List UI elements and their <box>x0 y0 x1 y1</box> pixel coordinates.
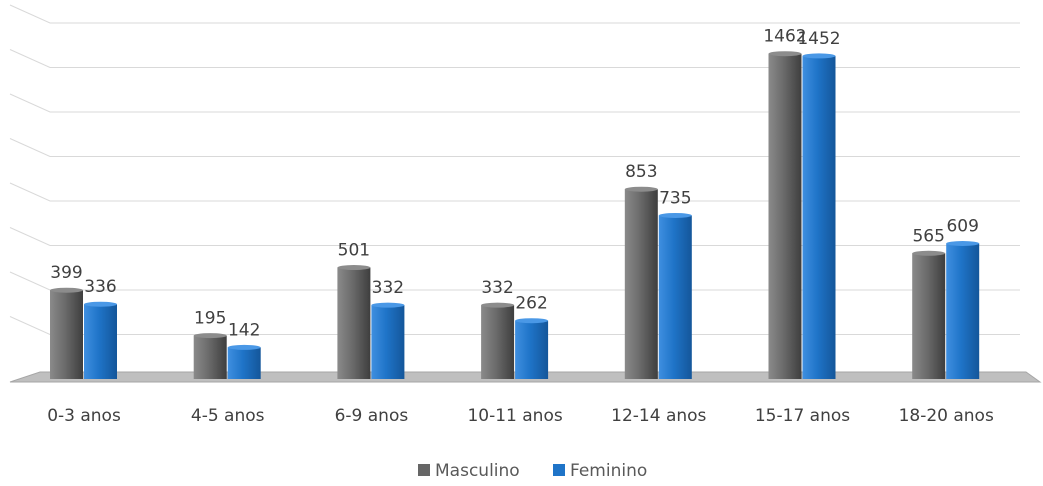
x-axis-labels: 0-3 anos 4-5 anos 6-9 anos 10-11 anos 12-14 … <box>47 406 994 426</box>
x-tick-label: 4-5 anos <box>191 406 265 426</box>
bar-feminino-6 <box>946 243 980 379</box>
gridline <box>9 271 1020 291</box>
bar-feminino-3 <box>515 320 549 379</box>
data-label-feminino-6: 609 <box>946 216 978 236</box>
x-tick-label: 10-11 anos <box>467 406 562 426</box>
data-label-feminino-1: 142 <box>228 320 260 340</box>
x-tick-label: 12-14 anos <box>611 406 706 426</box>
bar-top-feminino-3 <box>515 318 549 324</box>
data-label-masculino-2: 501 <box>338 241 370 261</box>
legend-swatch-masculino <box>418 464 430 476</box>
legend-label-masculino: Masculino <box>435 461 520 481</box>
x-tick-label: 18-20 anos <box>899 406 994 426</box>
gridline <box>9 138 1020 157</box>
gridline <box>9 316 1020 335</box>
x-tick-label: 6-9 anos <box>335 406 409 426</box>
bar-feminino-4 <box>658 215 692 379</box>
bar-feminino-2 <box>371 305 405 379</box>
data-label-masculino-5: 1462 <box>763 27 806 47</box>
data-label-feminino-0: 336 <box>84 277 116 297</box>
bar-top-masculino-6 <box>912 250 946 256</box>
gridline <box>9 49 1020 68</box>
data-label-masculino-1: 195 <box>194 309 226 329</box>
gridline <box>9 182 1020 202</box>
data-label-feminino-3: 262 <box>515 294 547 314</box>
bar-top-feminino-5 <box>802 53 836 59</box>
bars <box>50 51 980 380</box>
data-label-masculino-3: 332 <box>481 278 513 298</box>
legend-label-feminino: Feminino <box>570 461 647 481</box>
legend: Masculino Feminino <box>418 461 647 481</box>
bar-top-feminino-2 <box>371 302 405 308</box>
data-label-masculino-0: 399 <box>50 263 82 283</box>
bar-top-masculino-1 <box>193 333 227 339</box>
bar-top-feminino-6 <box>946 240 980 246</box>
bar-top-masculino-4 <box>624 186 658 192</box>
bar-masculino-1 <box>193 335 227 379</box>
bar-masculino-4 <box>624 189 658 379</box>
gridline <box>9 227 1020 246</box>
x-tick-label: 15-17 anos <box>755 406 850 426</box>
legend-swatch-feminino <box>553 464 565 476</box>
bar-masculino-2 <box>337 267 371 379</box>
bar-top-masculino-2 <box>337 265 371 271</box>
bar-top-feminino-0 <box>84 301 117 307</box>
bar-masculino-6 <box>912 253 946 379</box>
data-label-feminino-4: 735 <box>659 188 691 208</box>
bar-top-masculino-0 <box>50 287 83 293</box>
data-label-feminino-2: 332 <box>372 278 404 298</box>
data-label-masculino-6: 565 <box>912 226 944 246</box>
bar-masculino-3 <box>481 305 515 379</box>
gridline <box>9 4 1020 24</box>
bar-feminino-5 <box>802 55 836 380</box>
gridline <box>9 93 1020 113</box>
bar-top-masculino-5 <box>768 51 802 57</box>
bar-feminino-1 <box>227 347 261 379</box>
gridlines <box>9 4 1020 335</box>
bar-top-feminino-1 <box>227 344 261 350</box>
bar-feminino-0 <box>84 304 117 379</box>
bar-masculino-5 <box>768 53 802 380</box>
bar-masculino-0 <box>50 290 83 379</box>
data-label-masculino-4: 853 <box>625 162 657 182</box>
bar-top-feminino-4 <box>658 212 692 218</box>
data-label-feminino-5: 1452 <box>797 29 840 49</box>
x-tick-label: 0-3 anos <box>47 406 121 426</box>
bar-top-masculino-3 <box>481 302 515 308</box>
